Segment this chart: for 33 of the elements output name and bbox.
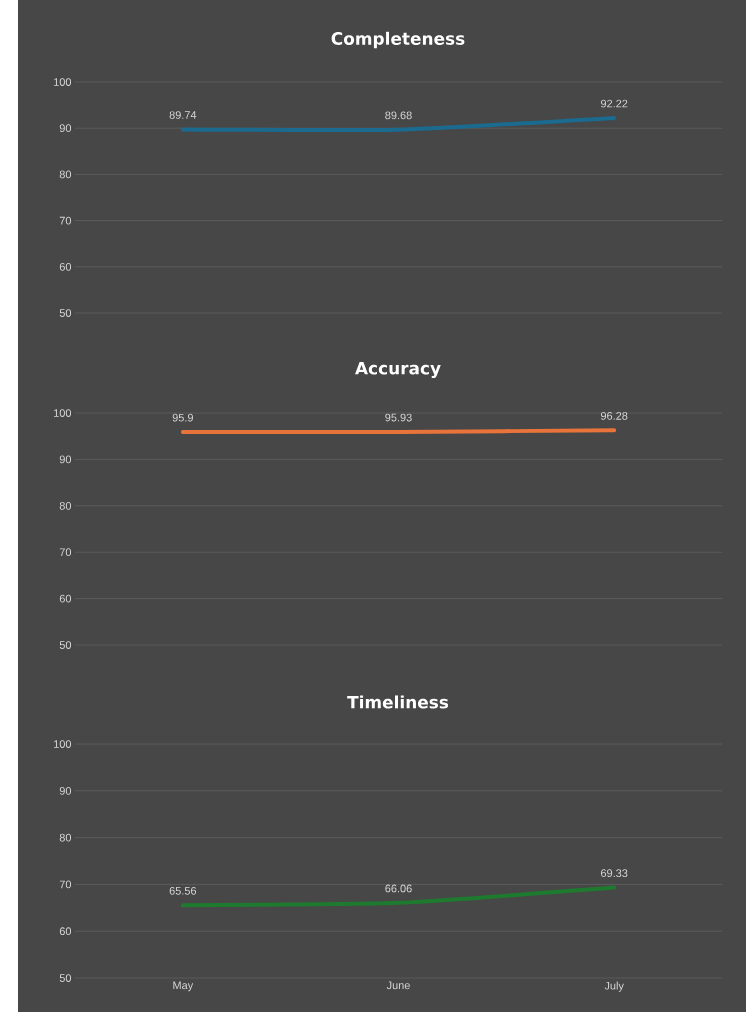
y-tick-label: 70 (59, 216, 72, 225)
data-label: 65.56 (169, 886, 197, 895)
y-tick-label: 60 (59, 927, 72, 936)
x-tick-label: June (386, 981, 410, 990)
y-tick-label: 60 (59, 262, 72, 271)
y-tick-label: 90 (59, 455, 72, 464)
y-tick-label: 100 (54, 78, 72, 86)
data-label: 69.33 (601, 869, 628, 878)
y-tick-label: 100 (54, 409, 72, 417)
x-tick-label: July (604, 981, 624, 992)
data-label: 89.74 (169, 111, 197, 119)
y-tick-label: 50 (59, 309, 72, 317)
data-label: 96.28 (600, 412, 628, 420)
data-label: 89.68 (385, 111, 412, 120)
chart-title: Completeness (331, 31, 465, 49)
x-tick-label: May (173, 981, 194, 992)
y-tick-label: 70 (59, 548, 72, 557)
y-tick-label: 90 (59, 786, 72, 795)
y-tick-label: 50 (59, 641, 72, 649)
data-label: 95.93 (385, 413, 412, 422)
y-tick-label: 70 (59, 880, 72, 889)
y-tick-label: 80 (59, 833, 72, 842)
y-tick-label: 80 (59, 170, 72, 179)
data-label: 92.22 (600, 99, 628, 108)
y-tick-label: 60 (59, 594, 72, 603)
y-tick-label: 100 (54, 740, 72, 748)
y-tick-label: 80 (59, 501, 72, 510)
y-tick-label: 90 (59, 124, 72, 133)
chart-title: Accuracy (355, 362, 441, 379)
data-label: 95.9 (172, 413, 193, 422)
y-tick-label: 50 (59, 974, 72, 982)
chart-title: Timeliness (347, 695, 449, 709)
data-label: 66.06 (385, 884, 412, 893)
